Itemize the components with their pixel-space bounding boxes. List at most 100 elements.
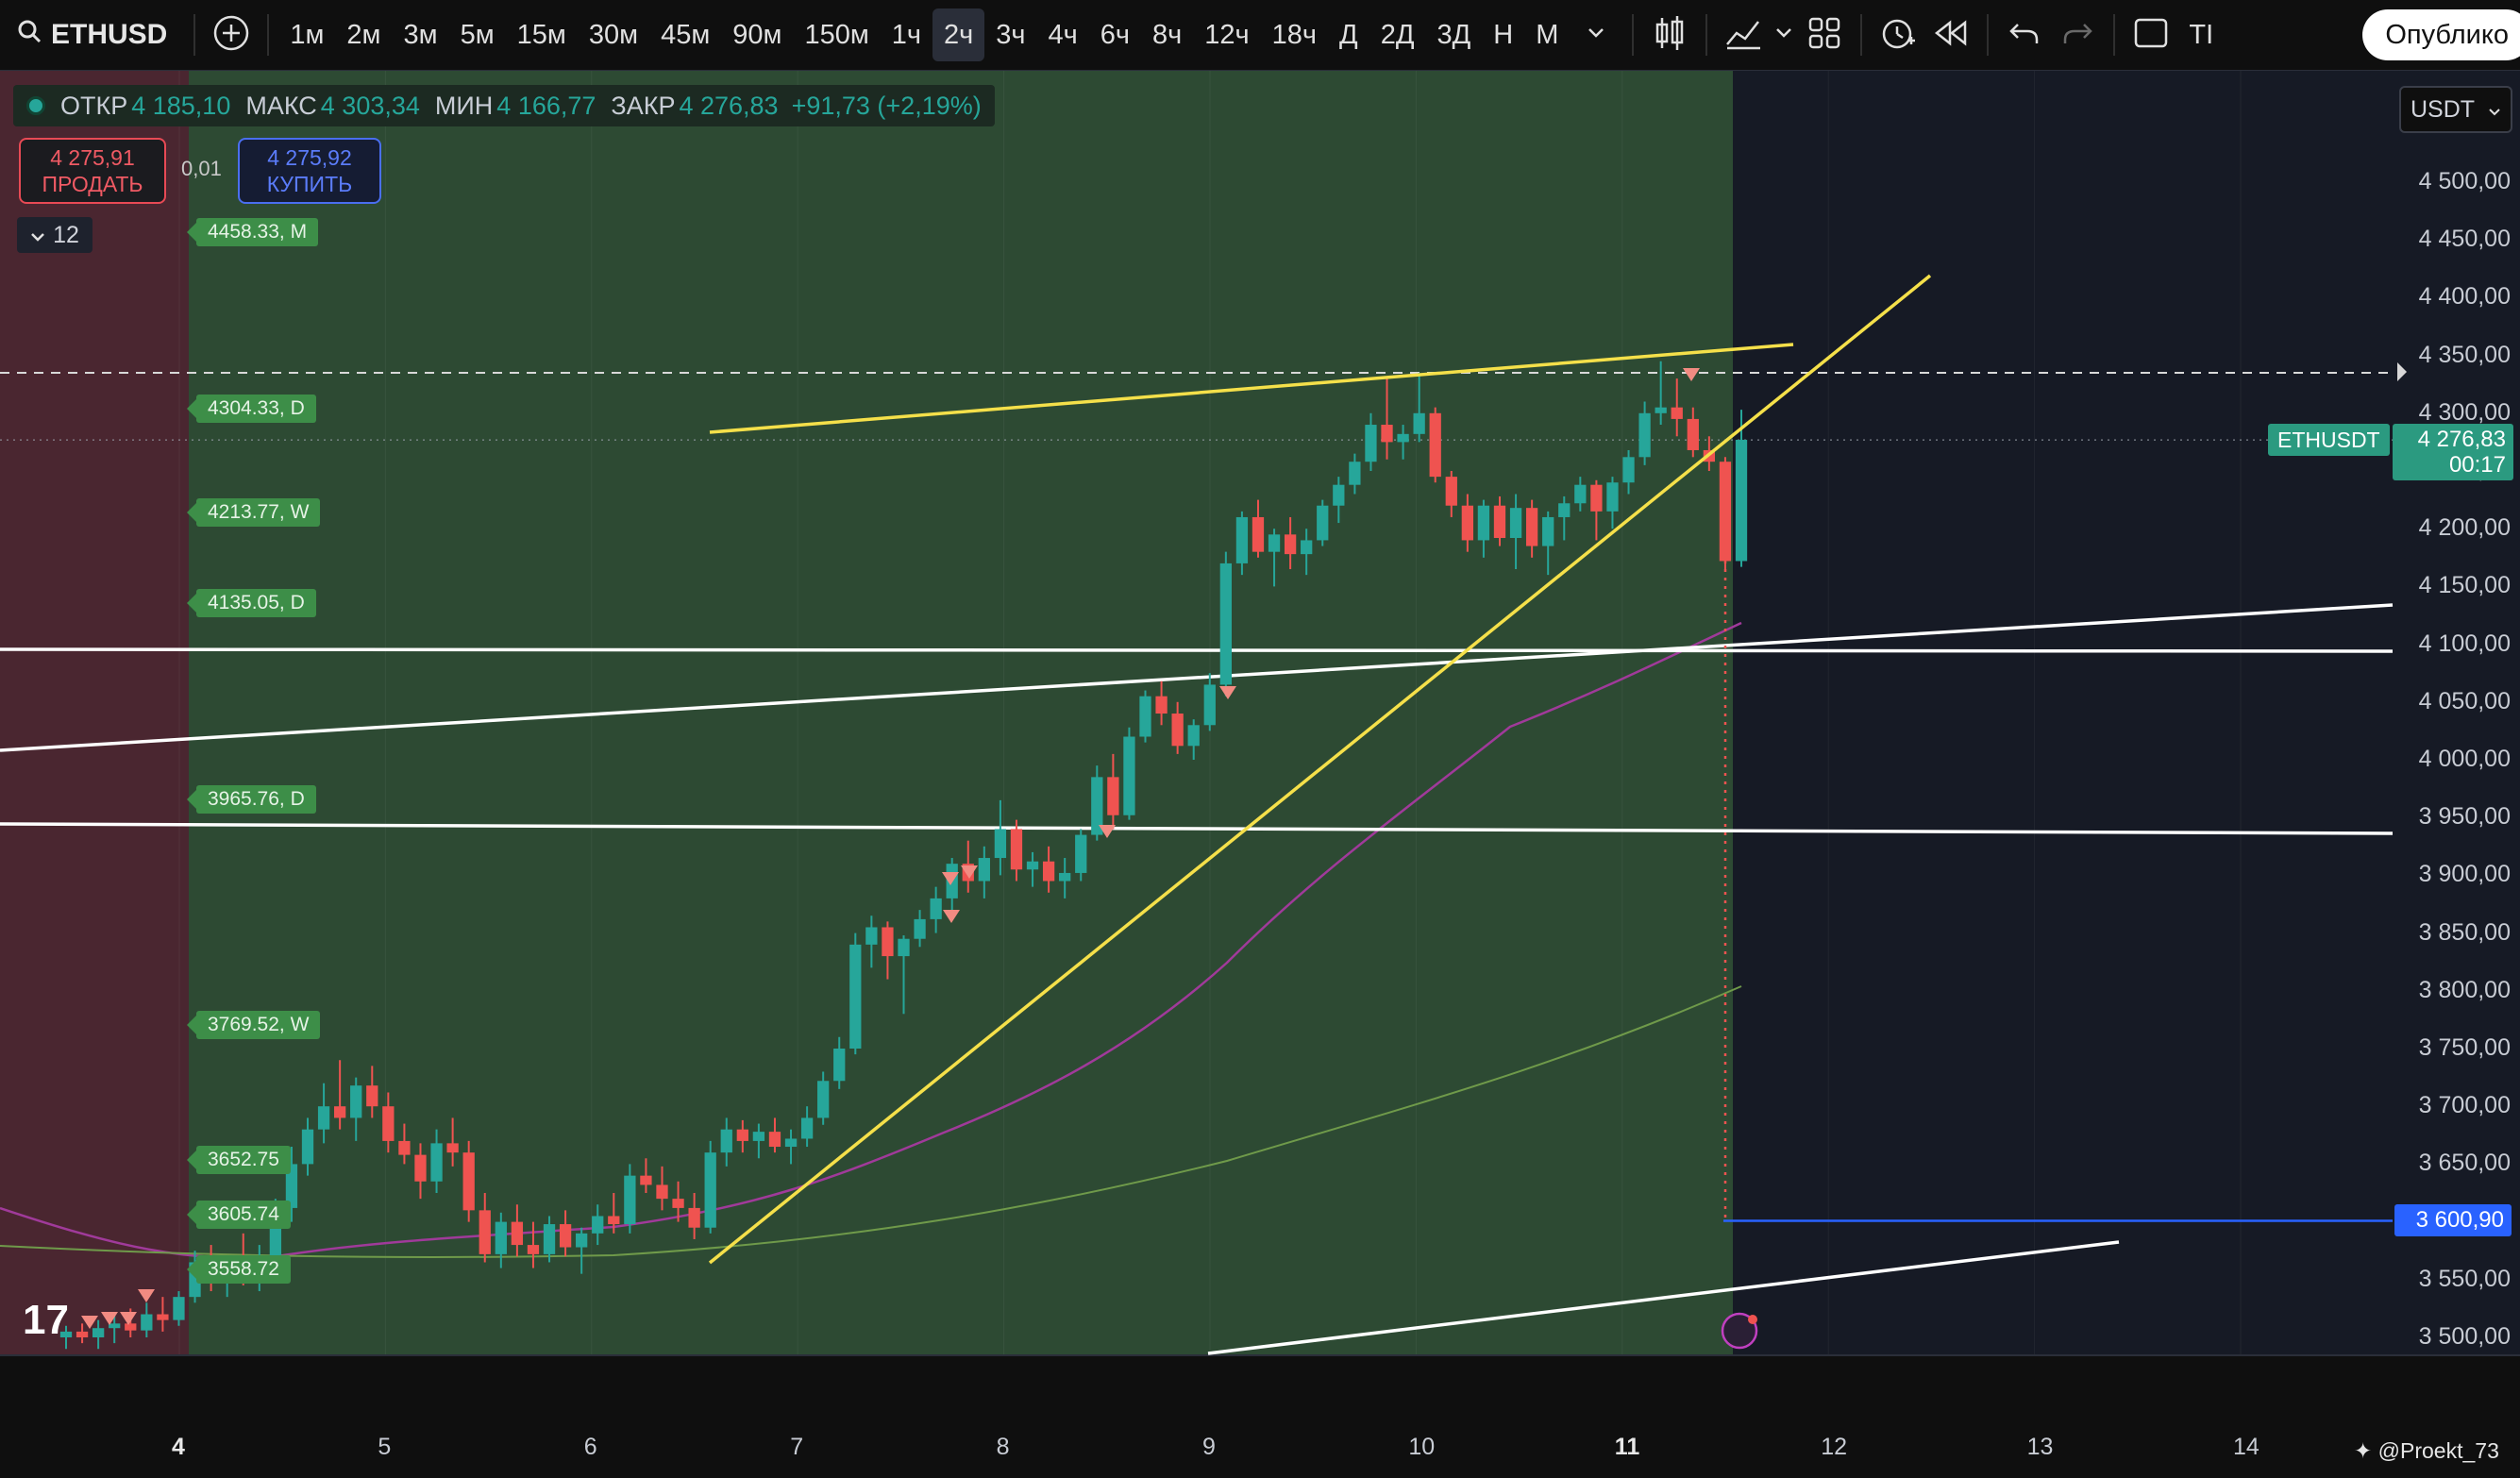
interval-button[interactable]: 18ч — [1271, 19, 1318, 50]
candle-body — [624, 1175, 636, 1225]
interval-button[interactable]: 2м — [346, 19, 381, 50]
candle-body — [833, 1049, 846, 1082]
high-label: МАКС — [245, 91, 317, 120]
sell-price: 4 275,91 — [50, 145, 135, 170]
candle-body — [350, 1085, 362, 1118]
alert-button[interactable] — [1872, 8, 1924, 61]
interval-button[interactable]: 1ч — [891, 19, 922, 50]
chart-area[interactable]: 17 — [0, 71, 2520, 1478]
interval-button[interactable]: М — [1536, 19, 1559, 50]
candle-body — [1558, 503, 1571, 517]
bar-countdown: 00:17 — [2448, 452, 2506, 478]
signal-marker — [961, 865, 978, 879]
signal-marker — [1683, 368, 1700, 381]
yellow-trend-line — [709, 343, 1794, 434]
interval-button[interactable]: 15м — [516, 19, 566, 50]
candle-body — [1155, 696, 1168, 714]
candle-body — [1365, 425, 1377, 462]
divider — [1632, 14, 1635, 56]
level-label: 4213.77, W — [186, 498, 321, 527]
close-label: ЗАКР — [611, 91, 676, 120]
candle-body — [1107, 777, 1119, 815]
interval-button[interactable]: 2Д — [1380, 19, 1415, 50]
chevron-down-icon — [30, 222, 45, 249]
candle-body — [849, 944, 862, 1049]
interval-button[interactable]: 3м — [403, 19, 438, 50]
interval-button[interactable]: 150м — [804, 19, 869, 50]
price-tick-label: 4 350,00 — [2418, 341, 2511, 368]
tradingview-logo: 17 — [23, 1297, 69, 1343]
publish-button[interactable]: Опублико — [2362, 9, 2520, 60]
indicators-button[interactable] — [1717, 8, 1770, 61]
price-tick-label: 4 000,00 — [2418, 746, 2511, 772]
candle-body — [398, 1140, 411, 1155]
redo-button[interactable] — [2051, 8, 2104, 61]
divider — [2113, 14, 2116, 56]
search-icon — [17, 19, 42, 51]
buy-label: КУПИТЬ — [266, 172, 353, 196]
currency-select[interactable]: USDT — [2399, 86, 2512, 133]
interval-button[interactable]: 2ч — [932, 8, 985, 61]
interval-button[interactable]: 30м — [588, 19, 639, 50]
divider — [267, 14, 270, 56]
interval-button[interactable]: 4ч — [1048, 19, 1078, 50]
candle-body — [1349, 462, 1361, 485]
indicators-dropdown-button[interactable] — [1770, 8, 1798, 61]
chevron-down-icon — [1587, 26, 1605, 44]
candle-body — [109, 1323, 121, 1329]
interval-button[interactable]: 1м — [290, 19, 325, 50]
indicators-collapse-button[interactable]: 12 — [17, 217, 92, 253]
interval-button[interactable]: 8ч — [1152, 19, 1183, 50]
time-tick-label: 6 — [583, 1434, 597, 1460]
candles-style-button[interactable] — [1643, 8, 1696, 61]
candle-body — [1445, 477, 1457, 506]
interval-button[interactable]: 3Д — [1436, 19, 1471, 50]
candle-body — [688, 1207, 700, 1228]
candle-body — [1091, 777, 1103, 835]
spread-value: 0,01 — [181, 157, 222, 180]
sell-label: ПРОДАТЬ — [42, 172, 143, 196]
signal-marker — [1219, 686, 1236, 699]
candle-body — [527, 1245, 540, 1254]
candlestick-icon — [1653, 14, 1687, 57]
interval-button[interactable]: Д — [1339, 19, 1358, 50]
top-toolbar: ETHUSD 1м 2м 3м 5м 15м 30м 45м 90м 150м 1ч 2ч 3ч 4ч 6… — [0, 0, 2520, 71]
candle-body — [1477, 505, 1490, 541]
interval-button[interactable]: 6ч — [1100, 19, 1131, 50]
interval-button[interactable]: Н — [1493, 19, 1514, 50]
price-tick-label: 3 650,00 — [2418, 1150, 2511, 1177]
symbol-search[interactable]: ETHUSD — [0, 0, 184, 70]
time-tick-label: 11 — [1614, 1434, 1640, 1460]
candle-body — [1268, 534, 1281, 552]
signal-marker — [81, 1316, 98, 1329]
candle-body — [1203, 684, 1216, 726]
replay-button[interactable] — [1924, 8, 1977, 61]
sell-button[interactable]: 4 275,91 ПРОДАТЬ — [19, 138, 166, 204]
interval-button[interactable]: 12ч — [1204, 19, 1250, 50]
candle-body — [446, 1143, 459, 1153]
candle-body — [157, 1314, 169, 1320]
price-chart[interactable]: 17 — [0, 71, 2520, 1478]
horizontal-line-price-tag: 3 600,90 — [2394, 1204, 2512, 1236]
toolbar-extra-label[interactable]: TI — [2189, 19, 2214, 50]
add-symbol-button[interactable] — [205, 8, 258, 61]
chevron-down-icon — [1774, 26, 1793, 44]
candle-body — [543, 1224, 556, 1254]
interval-button[interactable]: 5м — [460, 19, 495, 50]
buy-button[interactable]: 4 275,92 КУПИТЬ — [238, 138, 381, 204]
interval-button[interactable]: 90м — [732, 19, 782, 50]
horizontal-line — [0, 822, 2394, 835]
interval-button[interactable]: 3ч — [996, 19, 1026, 50]
candle-body — [576, 1233, 588, 1248]
divider — [193, 14, 196, 56]
interval-button[interactable]: 45м — [661, 19, 711, 50]
undo-button[interactable] — [1998, 8, 2051, 61]
interval-dropdown-button[interactable] — [1570, 8, 1622, 61]
fullscreen-button[interactable] — [2125, 8, 2177, 61]
layouts-button[interactable] — [1798, 8, 1851, 61]
close-value: 4 276,83 — [679, 91, 779, 120]
candle-body — [1010, 829, 1023, 870]
candle-body — [1026, 861, 1039, 870]
price-tick-label: 3 800,00 — [2418, 976, 2511, 1003]
horizontal-line — [0, 647, 2394, 653]
